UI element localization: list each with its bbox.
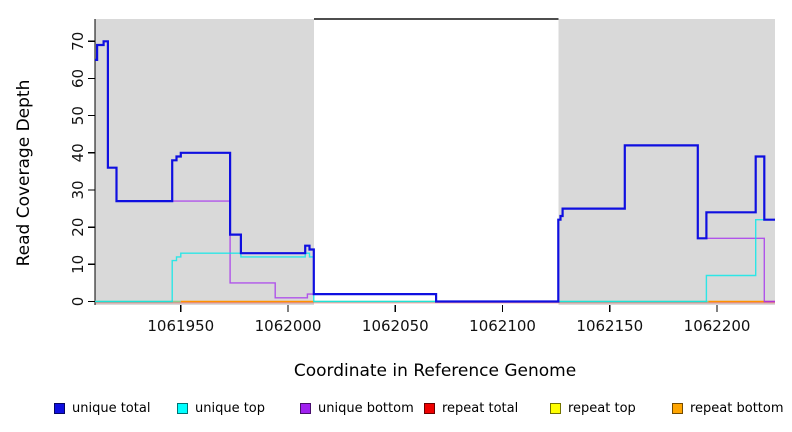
y-axis-title: Read Coverage Depth (14, 79, 34, 267)
legend-item-repeat-bottom: repeat bottom (672, 399, 784, 417)
shaded-region (95, 19, 314, 305)
series-unique-total-line (95, 40, 775, 303)
legend-label: repeat total (442, 400, 519, 416)
legend-item-unique-top: unique top (177, 399, 265, 417)
legend-swatch (672, 402, 683, 414)
y-tick-label: 20 (69, 218, 87, 237)
legend-item-unique-total: unique total (54, 399, 150, 417)
legend-swatch (300, 402, 311, 414)
legend-label: unique bottom (318, 400, 414, 416)
legend-label: unique total (72, 400, 151, 416)
x-tick-label: 1062200 (684, 317, 751, 335)
x-tick-label: 1062100 (469, 317, 536, 335)
legend-item-repeat-top: repeat top (550, 399, 636, 417)
legend-item-repeat-total: repeat total (424, 399, 518, 417)
y-tick-label: 40 (69, 143, 87, 162)
legend-item-unique-bottom: unique bottom (300, 399, 414, 417)
legend-label: repeat bottom (690, 400, 784, 416)
legend: unique total unique top unique bottom repea… (0, 396, 792, 422)
x-tick-label: 1062050 (362, 317, 429, 335)
y-tick-label: 0 (69, 297, 87, 307)
shaded-region (558, 19, 775, 305)
legend-swatch (550, 402, 561, 414)
y-tick-label: 70 (69, 32, 87, 51)
y-tick-label: 60 (69, 69, 87, 88)
legend-swatch (424, 402, 435, 414)
y-tick-label: 10 (69, 255, 87, 274)
legend-label: unique top (195, 400, 266, 416)
legend-swatch (54, 402, 65, 414)
series-unique-top-line (95, 219, 775, 303)
x-tick-label: 1061950 (147, 317, 214, 335)
y-tick-label: 50 (69, 106, 87, 125)
x-tick-label: 1062000 (255, 317, 322, 335)
x-tick-label: 1062150 (576, 317, 643, 335)
legend-swatch (177, 402, 188, 414)
x-axis-title: Coordinate in Reference Genome (293, 361, 577, 381)
y-tick-label: 30 (69, 180, 87, 199)
legend-label: repeat top (568, 400, 636, 416)
